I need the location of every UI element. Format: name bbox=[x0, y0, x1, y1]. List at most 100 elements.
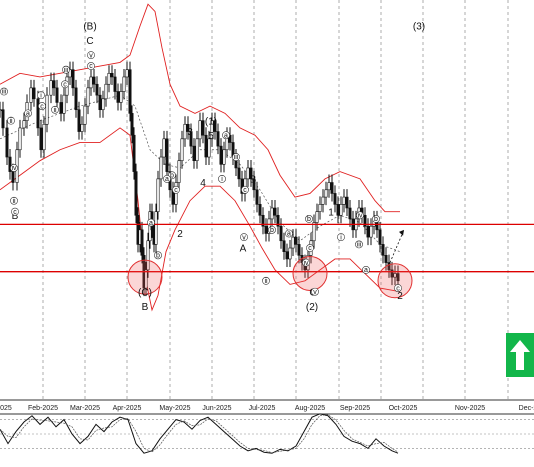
x-tick-label: Feb-2025 bbox=[28, 405, 58, 412]
wave-marker-label: iv bbox=[357, 212, 363, 219]
candle-body bbox=[59, 102, 63, 114]
candle-body bbox=[291, 236, 295, 249]
wave-label: (1) bbox=[205, 116, 217, 127]
candle-body bbox=[104, 83, 108, 100]
wave-marker-label: i bbox=[40, 92, 42, 99]
candle-body bbox=[122, 76, 126, 92]
x-tick-label: Jul-2025 bbox=[249, 405, 276, 412]
wave-marker-circle bbox=[394, 284, 402, 292]
candle-body bbox=[125, 69, 129, 78]
up-arrow-button[interactable] bbox=[506, 333, 534, 377]
candle-body bbox=[134, 171, 138, 216]
candle-body bbox=[279, 225, 283, 242]
candle-body bbox=[237, 167, 241, 180]
candle-body bbox=[107, 73, 111, 85]
candle-body bbox=[32, 87, 36, 100]
candle-body bbox=[74, 87, 78, 111]
x-tick-label: Apr-2025 bbox=[113, 405, 142, 412]
candle-body bbox=[116, 91, 120, 103]
candle-body bbox=[327, 182, 331, 191]
candle-body bbox=[207, 138, 211, 158]
candle-body bbox=[276, 214, 280, 227]
x-tick-label: Jun-2025 bbox=[202, 405, 231, 412]
wave-marker-label: v bbox=[89, 52, 93, 59]
candle-body bbox=[71, 69, 75, 89]
candle-body bbox=[195, 138, 199, 161]
x-tick-label: Nov-2025 bbox=[455, 405, 485, 412]
candle-body bbox=[119, 91, 123, 103]
wave-marker-label: a bbox=[165, 176, 169, 183]
candle-body bbox=[219, 145, 223, 165]
candle-body bbox=[1, 109, 5, 129]
candle-body bbox=[396, 273, 400, 282]
candle-body bbox=[387, 262, 391, 271]
candle-body bbox=[204, 134, 208, 158]
candle-body bbox=[22, 120, 26, 129]
wave-marker-label: c bbox=[174, 187, 178, 194]
highlight-circle-low-aug bbox=[292, 256, 328, 292]
candle-body bbox=[240, 178, 244, 194]
candle-body bbox=[98, 94, 102, 111]
projection-arrowhead bbox=[399, 229, 404, 236]
candle-body bbox=[321, 196, 325, 205]
wave-label: 3 bbox=[187, 127, 193, 138]
wave-marker-label: b bbox=[270, 227, 274, 234]
wave-marker-circle bbox=[218, 174, 226, 183]
candle-body bbox=[39, 127, 43, 151]
candle-body bbox=[264, 225, 268, 234]
wave-marker-label: iii bbox=[64, 67, 69, 74]
candle-body bbox=[246, 167, 250, 180]
wave-marker-circle bbox=[302, 258, 310, 267]
wave-marker-circle bbox=[232, 153, 240, 161]
wave-marker-label: c bbox=[308, 245, 312, 252]
wave-label: 2 bbox=[397, 291, 403, 302]
candle-body bbox=[348, 207, 352, 220]
wave-marker-label: a bbox=[149, 220, 153, 227]
candle-body bbox=[345, 196, 349, 209]
wave-marker-circle bbox=[356, 211, 364, 220]
wave-marker-circle bbox=[355, 240, 363, 249]
candle-body bbox=[288, 247, 292, 260]
wave-marker-circle bbox=[51, 105, 59, 114]
wave-marker-label: c bbox=[63, 81, 67, 88]
candle-body bbox=[381, 244, 385, 256]
candle-body bbox=[42, 123, 46, 151]
candle-body bbox=[330, 182, 334, 194]
candle-body bbox=[62, 94, 66, 114]
candle-body bbox=[154, 211, 158, 245]
candle-body bbox=[258, 204, 262, 216]
candle-body bbox=[5, 127, 9, 158]
candle-body bbox=[393, 273, 397, 278]
x-tick-label: Aug-2025 bbox=[295, 405, 325, 412]
wave-marker-label: v bbox=[242, 234, 246, 241]
wave-marker-label: ii bbox=[9, 118, 13, 125]
candle-body bbox=[333, 193, 337, 205]
wave-marker-circle bbox=[10, 164, 18, 172]
wave-marker-label: i bbox=[340, 234, 342, 241]
candle-body bbox=[29, 87, 33, 103]
wave-marker-circle bbox=[262, 276, 270, 285]
wave-marker-circle bbox=[61, 80, 69, 89]
wave-marker-circle bbox=[147, 218, 155, 227]
wave-marker-label: iv bbox=[303, 260, 309, 267]
wave-marker-label: a bbox=[224, 132, 228, 139]
wave-marker-label: c bbox=[396, 285, 400, 292]
arrow-up-icon bbox=[510, 340, 530, 370]
candle-body bbox=[216, 131, 220, 147]
highlight-circle-low-apr bbox=[127, 259, 163, 295]
x-tick-label: Dec-2 bbox=[519, 405, 534, 412]
wave-label: (B) bbox=[83, 22, 96, 33]
candle-body bbox=[261, 214, 265, 227]
candle-body bbox=[285, 251, 289, 260]
wave-label: (3) bbox=[413, 22, 425, 33]
candle-body bbox=[294, 236, 298, 245]
candle-body bbox=[110, 73, 114, 78]
candle-body bbox=[55, 87, 59, 103]
candle-body bbox=[144, 269, 148, 289]
candle-body bbox=[267, 218, 271, 234]
wave-marker-label: ii bbox=[53, 107, 57, 114]
wave-marker-label: iv bbox=[11, 165, 17, 172]
wave-marker-label: iii bbox=[234, 154, 239, 161]
wave-label: C bbox=[86, 36, 93, 47]
candle-body bbox=[77, 109, 81, 132]
